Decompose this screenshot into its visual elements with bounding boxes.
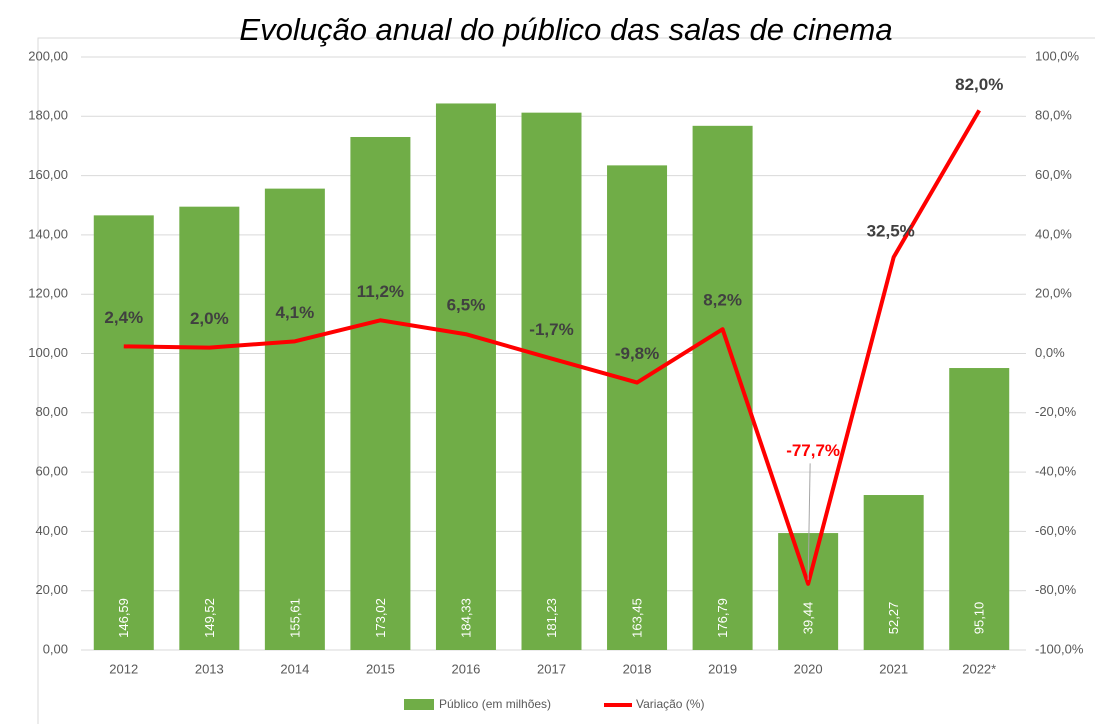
y2-tick-label: 60,0% bbox=[1035, 167, 1072, 182]
value-label: 6,5% bbox=[447, 296, 486, 315]
value-label: 32,5% bbox=[867, 222, 915, 241]
bar-label: 163,45 bbox=[629, 598, 644, 638]
bar bbox=[949, 368, 1010, 650]
bar-label: 155,61 bbox=[287, 598, 302, 638]
bar bbox=[93, 215, 154, 650]
bar-label: 39,44 bbox=[801, 602, 816, 635]
y-tick-label: 120,00 bbox=[28, 286, 68, 301]
legend-label: Público (em milhões) bbox=[439, 697, 551, 711]
y-tick-label: 80,00 bbox=[35, 404, 68, 419]
bar-label: 173,02 bbox=[373, 598, 388, 638]
y2-tick-label: -100,0% bbox=[1035, 641, 1084, 656]
y2-tick-label: 40,0% bbox=[1035, 226, 1072, 241]
x-tick-label: 2015 bbox=[366, 661, 395, 676]
y-tick-label: 200,00 bbox=[28, 48, 68, 63]
y2-tick-label: -80,0% bbox=[1035, 582, 1077, 597]
y-tick-label: 20,00 bbox=[35, 582, 68, 597]
x-tick-label: 2017 bbox=[537, 661, 566, 676]
bar-label: 146,59 bbox=[116, 598, 131, 638]
y2-tick-label: 0,0% bbox=[1035, 345, 1065, 360]
bar-label: 181,23 bbox=[544, 598, 559, 638]
bar-label: 176,79 bbox=[715, 598, 730, 638]
x-tick-label: 2012 bbox=[109, 661, 138, 676]
y2-tick-label: 100,0% bbox=[1035, 48, 1080, 63]
bar-label: 95,10 bbox=[972, 602, 987, 635]
chart-border bbox=[37, 37, 1095, 724]
line bbox=[123, 109, 981, 586]
x-tick-label: 2021 bbox=[879, 661, 908, 676]
value-label: 11,2% bbox=[357, 282, 404, 301]
y2-tick-label: 20,0% bbox=[1035, 286, 1072, 301]
y-tick-label: 100,00 bbox=[28, 345, 68, 360]
bar-label: 149,52 bbox=[202, 598, 217, 638]
value-label: -9,8% bbox=[615, 344, 659, 363]
y-tick-label: 40,00 bbox=[35, 523, 68, 538]
x-tick-label: 2022* bbox=[962, 661, 996, 676]
y-tick-label: 140,00 bbox=[28, 226, 68, 241]
y-tick-label: 180,00 bbox=[28, 108, 68, 123]
chart-title: Evolução anual do público das salas de c… bbox=[239, 12, 892, 47]
x-tick-label: 2018 bbox=[623, 661, 652, 676]
x-tick-label: 2013 bbox=[195, 661, 224, 676]
value-label: -1,7% bbox=[529, 320, 573, 339]
x-tick-label: 2019 bbox=[708, 661, 737, 676]
value-label: 2,4% bbox=[104, 308, 143, 327]
x-tick-label: 2020 bbox=[794, 661, 823, 676]
value-label: 2,0% bbox=[190, 309, 229, 328]
y-tick-label: 160,00 bbox=[28, 167, 68, 182]
value-label: 82,0% bbox=[955, 75, 1003, 94]
bar bbox=[350, 136, 411, 650]
legend-swatch bbox=[404, 699, 434, 710]
y2-tick-label: -60,0% bbox=[1035, 523, 1077, 538]
y2-tick-label: -20,0% bbox=[1035, 404, 1077, 419]
value-label: -77,7% bbox=[786, 441, 840, 460]
legend-label: Variação (%) bbox=[636, 697, 704, 711]
y2-tick-label: -40,0% bbox=[1035, 464, 1077, 479]
y2-tick-label: 80,0% bbox=[1035, 108, 1072, 123]
bar-label: 184,33 bbox=[458, 598, 473, 638]
leader-line bbox=[807, 463, 811, 580]
x-tick-label: 2014 bbox=[280, 661, 309, 676]
bar-label: 52,27 bbox=[886, 602, 901, 635]
bar bbox=[607, 165, 668, 651]
x-tick-label: 2016 bbox=[451, 661, 480, 676]
y-tick-label: 60,00 bbox=[35, 464, 68, 479]
value-label: 8,2% bbox=[703, 291, 742, 310]
value-label: 4,1% bbox=[275, 303, 314, 322]
bar bbox=[264, 188, 325, 651]
y-tick-label: 0,00 bbox=[43, 641, 68, 656]
bar bbox=[435, 103, 496, 650]
bar bbox=[179, 206, 240, 650]
bar bbox=[521, 112, 582, 650]
bar bbox=[863, 495, 924, 650]
